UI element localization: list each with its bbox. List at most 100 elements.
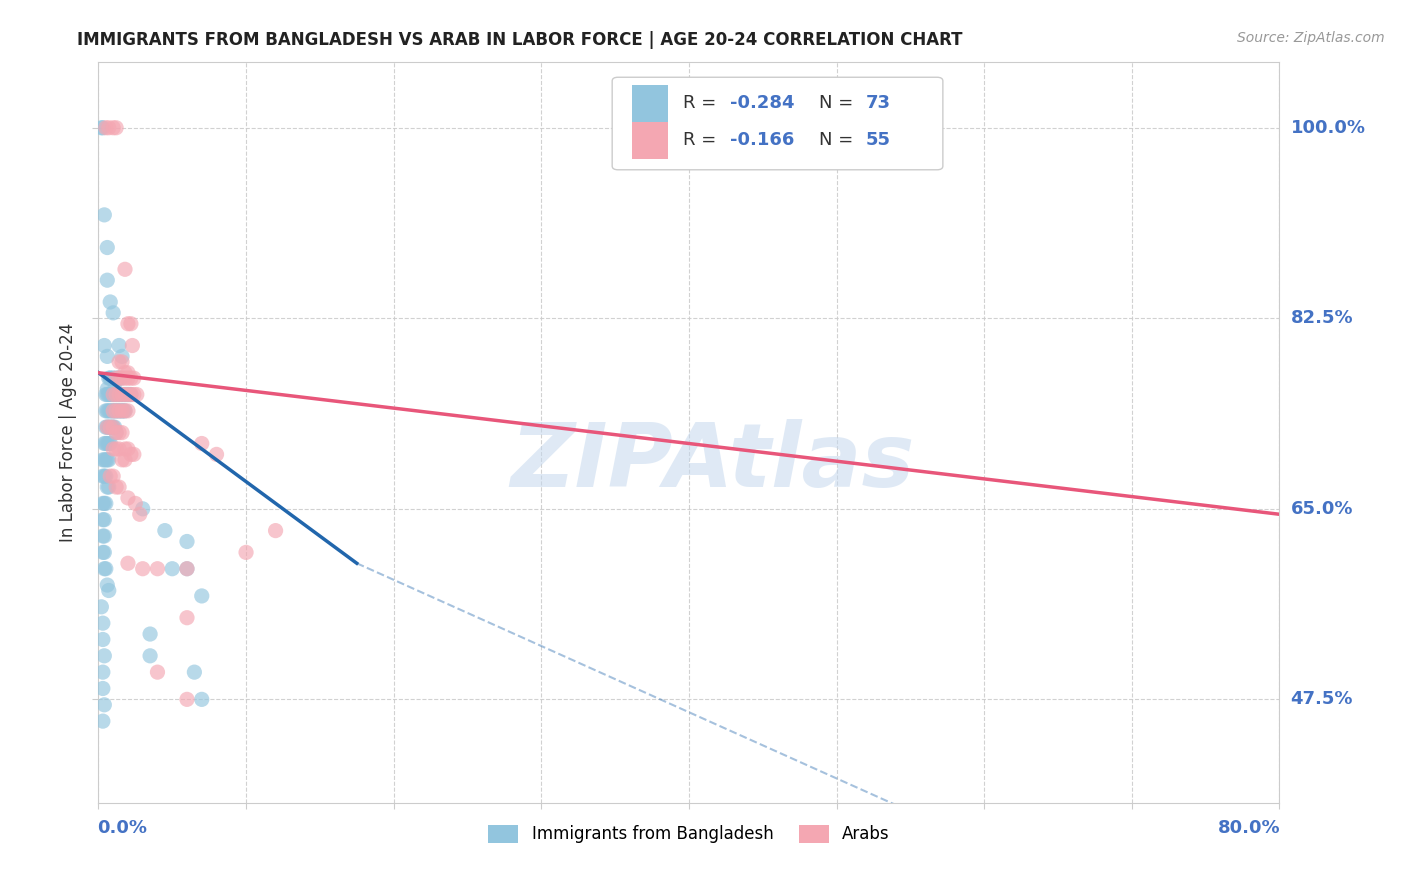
Point [107, 371, 129, 385]
Point [96, 420, 118, 434]
Text: 73: 73 [866, 95, 891, 112]
Point [191, 589, 214, 603]
Point [97, 583, 120, 598]
Point [191, 436, 214, 450]
Point [93, 496, 115, 510]
Point [117, 317, 139, 331]
Point [111, 387, 134, 401]
Point [97, 404, 120, 418]
Point [111, 404, 134, 418]
Point [103, 404, 125, 418]
Point [120, 371, 142, 385]
Point [94, 453, 117, 467]
Point [108, 404, 131, 418]
Point [111, 350, 134, 364]
Point [117, 556, 139, 570]
Point [96, 387, 118, 401]
Point [117, 371, 139, 385]
Point [94, 387, 117, 401]
Point [96, 420, 118, 434]
Point [114, 453, 136, 467]
Point [97, 371, 120, 385]
Point [124, 496, 146, 510]
Point [96, 578, 118, 592]
Point [105, 425, 128, 440]
Point [176, 611, 198, 625]
Point [98, 469, 121, 483]
Point [176, 562, 198, 576]
Point [97, 453, 120, 467]
Point [107, 404, 129, 418]
Point [103, 306, 125, 320]
Point [91, 120, 114, 135]
Point [117, 366, 139, 380]
Point [108, 371, 131, 385]
Point [98, 420, 121, 434]
Point [98, 404, 121, 418]
Point [132, 562, 155, 576]
Point [115, 387, 138, 401]
Point [100, 420, 122, 434]
Point [825, 120, 848, 135]
Point [91, 469, 114, 483]
Point [120, 387, 142, 401]
Point [94, 404, 117, 418]
Point [114, 371, 136, 385]
Point [96, 273, 118, 287]
Point [108, 480, 131, 494]
Point [120, 447, 142, 461]
Point [125, 387, 148, 401]
Point [96, 350, 118, 364]
Text: ZIPAtlas: ZIPAtlas [510, 418, 915, 506]
Point [162, 562, 183, 576]
Point [111, 425, 134, 440]
Text: 80.0%: 80.0% [1219, 819, 1281, 837]
Point [114, 404, 136, 418]
Point [107, 387, 129, 401]
Point [103, 420, 125, 434]
Point [96, 404, 118, 418]
Point [111, 387, 134, 401]
Point [93, 698, 115, 712]
Point [97, 120, 120, 135]
Point [104, 420, 127, 434]
Point [91, 529, 114, 543]
Text: Source: ZipAtlas.com: Source: ZipAtlas.com [1237, 31, 1385, 45]
Point [103, 469, 125, 483]
Point [97, 420, 120, 434]
Point [96, 241, 118, 255]
Text: R =: R = [683, 95, 723, 112]
Point [94, 420, 117, 434]
Point [100, 387, 122, 401]
Text: 65.0%: 65.0% [1291, 500, 1353, 518]
Point [93, 545, 115, 559]
Point [111, 453, 134, 467]
Point [97, 436, 120, 450]
Point [117, 387, 139, 401]
Point [111, 355, 134, 369]
Point [183, 665, 205, 680]
Text: N =: N = [818, 95, 859, 112]
Point [98, 295, 121, 310]
Legend: Immigrants from Bangladesh, Arabs: Immigrants from Bangladesh, Arabs [482, 818, 896, 850]
Point [146, 665, 169, 680]
Point [96, 480, 118, 494]
Point [112, 404, 135, 418]
Point [121, 338, 143, 352]
Point [104, 387, 127, 401]
Point [114, 404, 136, 418]
Point [103, 387, 125, 401]
Y-axis label: In Labor Force | Age 20-24: In Labor Force | Age 20-24 [59, 323, 77, 542]
Point [91, 681, 114, 696]
Point [105, 387, 128, 401]
Point [91, 714, 114, 728]
Point [90, 599, 112, 614]
Point [94, 120, 117, 135]
Point [94, 496, 117, 510]
Text: -0.166: -0.166 [730, 131, 794, 149]
Point [91, 632, 114, 647]
Point [91, 513, 114, 527]
Point [93, 562, 115, 576]
Point [117, 442, 139, 456]
Point [98, 387, 121, 401]
